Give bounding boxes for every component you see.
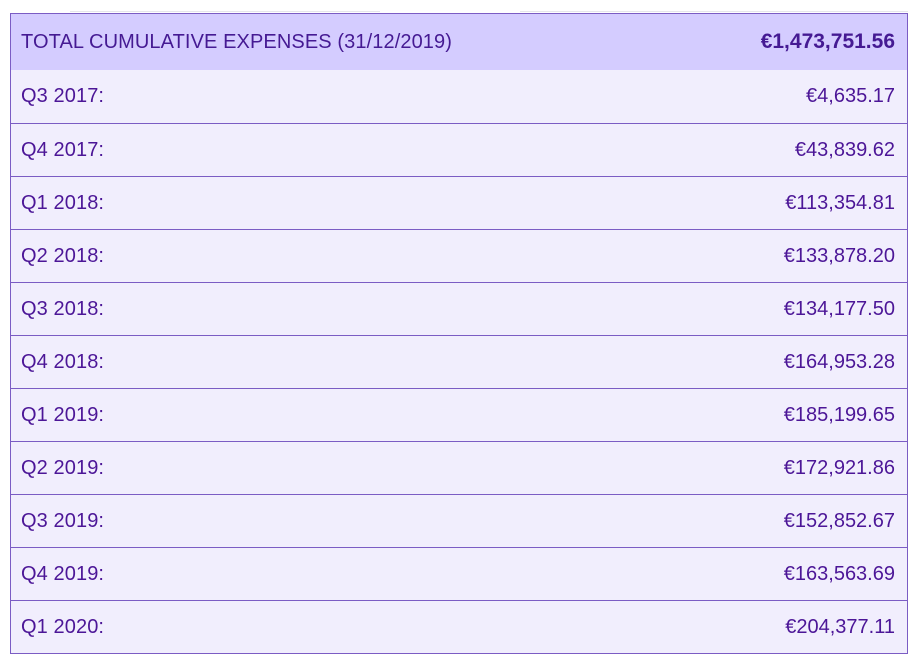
table-row: Q1 2019: €185,199.65 — [11, 388, 907, 441]
table-row: Q3 2018: €134,177.50 — [11, 282, 907, 335]
table-row: Q2 2019: €172,921.86 — [11, 441, 907, 494]
quarter-label: Q3 2017: — [21, 85, 105, 107]
quarter-label: Q2 2018: — [21, 244, 105, 267]
table-row: Q1 2018: €113,354.81 — [11, 176, 907, 229]
table-row: Q4 2017: €43,839.62 — [11, 123, 907, 176]
quarter-value: €163,563.69 — [783, 562, 895, 585]
quarter-value: €172,921.86 — [783, 456, 895, 479]
total-value: €1,473,751.56 — [760, 30, 895, 53]
total-row: TOTAL CUMULATIVE EXPENSES (31/12/2019) €… — [11, 14, 907, 70]
quarter-value: €113,354.81 — [785, 191, 895, 214]
table-row: Q3 2017: €4,635.17 — [11, 70, 907, 123]
divider — [70, 11, 380, 12]
quarter-label: Q1 2018: — [21, 191, 105, 214]
table-row: Q3 2019: €152,852.67 — [11, 494, 907, 547]
quarter-value: €134,177.50 — [783, 297, 895, 320]
quarter-value: €4,635.17 — [806, 85, 895, 107]
quarter-label: Q2 2019: — [21, 456, 105, 479]
quarter-value: €43,839.62 — [794, 138, 895, 161]
quarter-value: €185,199.65 — [783, 403, 895, 426]
quarter-label: Q4 2017: — [21, 138, 105, 161]
quarter-label: Q4 2019: — [21, 562, 105, 585]
quarter-value: €164,953.28 — [783, 350, 895, 373]
quarter-label: Q1 2019: — [21, 403, 105, 426]
quarter-label: Q3 2019: — [21, 509, 105, 532]
expenses-table: TOTAL CUMULATIVE EXPENSES (31/12/2019) €… — [10, 13, 908, 654]
quarter-value: €152,852.67 — [783, 509, 895, 532]
quarter-label: Q1 2020: — [21, 615, 105, 638]
quarter-value: €133,878.20 — [783, 244, 895, 267]
quarter-value: €204,377.11 — [785, 615, 895, 638]
quarter-rows: Q3 2017: €4,635.17 Q4 2017: €43,839.62 Q1 20… — [11, 70, 907, 653]
table-row: Q4 2018: €164,953.28 — [11, 335, 907, 388]
top-edge — [0, 0, 918, 13]
divider — [520, 11, 908, 12]
table-row: Q1 2020: €204,377.11 — [11, 600, 907, 653]
total-label: TOTAL CUMULATIVE EXPENSES (31/12/2019) — [21, 30, 452, 53]
table-row: Q2 2018: €133,878.20 — [11, 229, 907, 282]
quarter-label: Q4 2018: — [21, 350, 105, 373]
quarter-label: Q3 2018: — [21, 297, 105, 320]
table-row: Q4 2019: €163,563.69 — [11, 547, 907, 600]
